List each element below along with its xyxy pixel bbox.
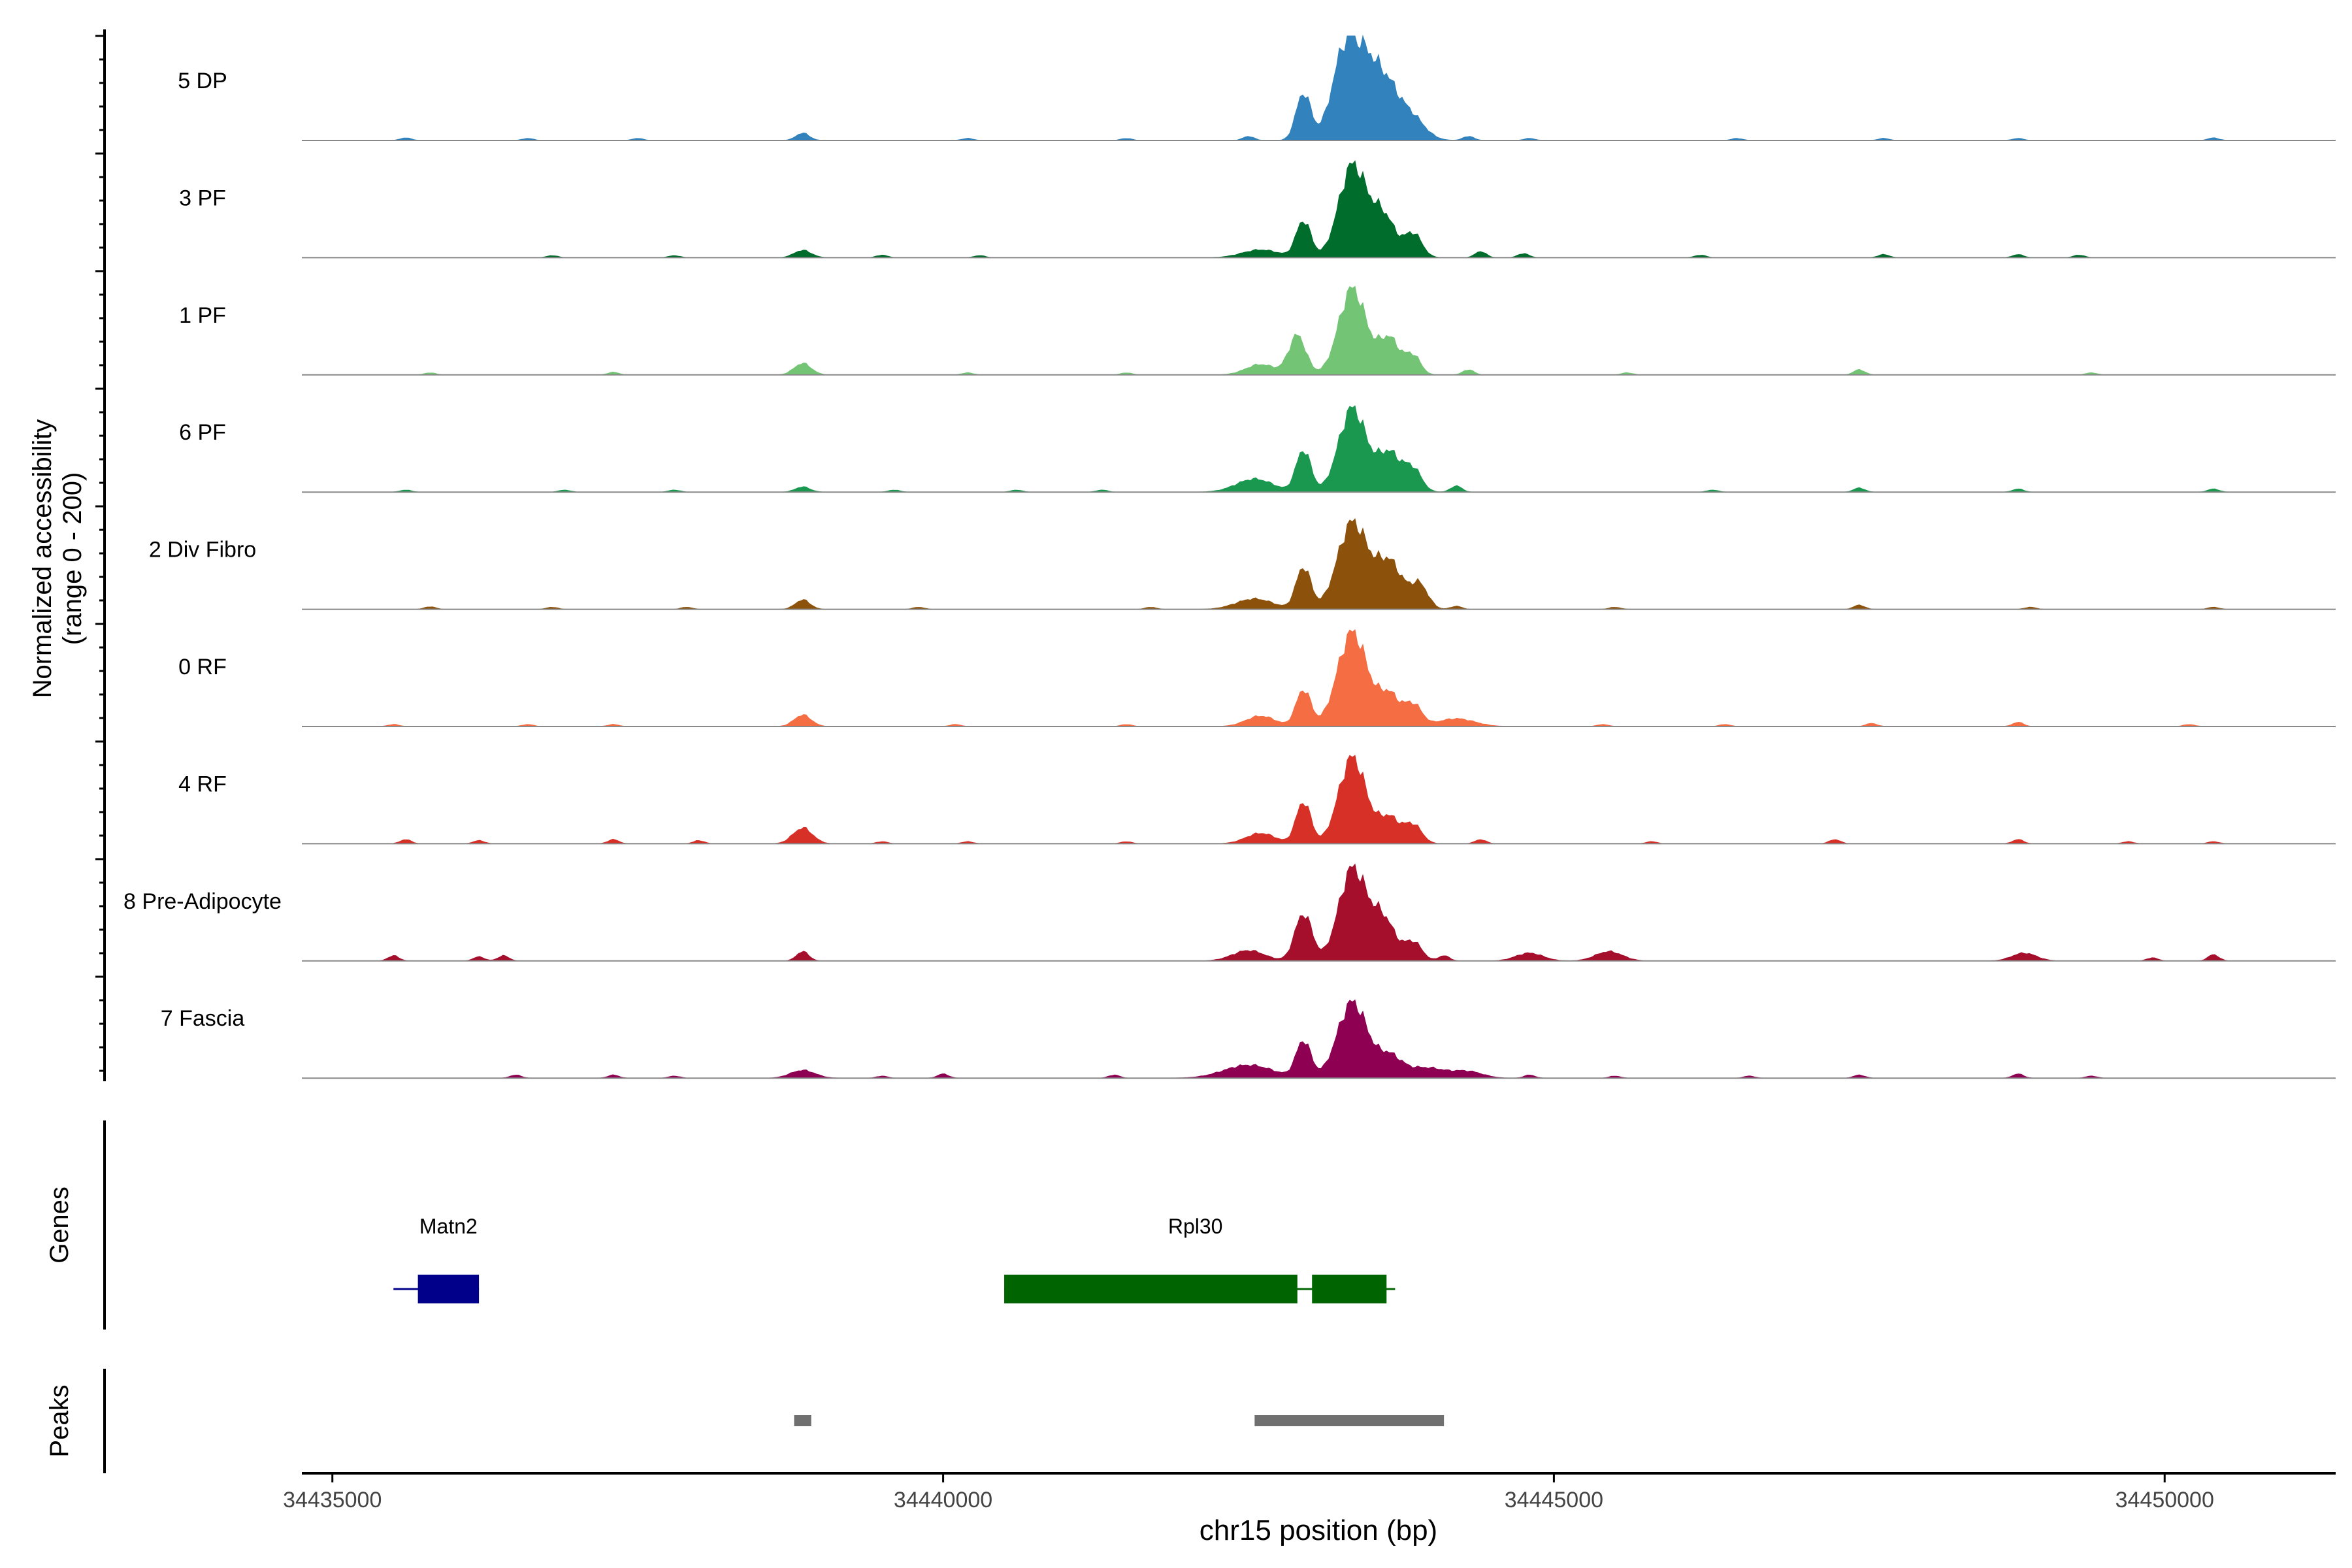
gene-models: Matn2 Rpl30 (393, 1215, 1396, 1303)
y-axis-label-line2: (range 0 - 200) (58, 472, 87, 645)
coverage-track: 7 Fascia (161, 999, 2336, 1079)
gene-exon (1004, 1275, 1298, 1303)
coverage-track: 1 PF (179, 286, 2336, 376)
coverage-track: 2 Div Fibro (149, 518, 2336, 610)
coverage-track: 6 PF (179, 405, 2336, 493)
gene-label: Rpl30 (1168, 1215, 1223, 1238)
track-label: 3 PF (179, 186, 226, 210)
genes-panel-title: Genes (45, 1186, 74, 1264)
track-label: 8 Pre-Adipocyte (123, 889, 282, 914)
peaks-panel-title: Peaks (45, 1384, 74, 1457)
peak-region-bar (794, 1415, 811, 1426)
track-label: 0 RF (178, 655, 227, 679)
coverage-track: 4 RF (178, 755, 2336, 845)
coverage-track: 0 RF (178, 629, 2336, 727)
coverage-track: 5 DP (178, 35, 2336, 141)
track-label: 6 PF (179, 420, 226, 445)
track-label: 7 Fascia (161, 1006, 245, 1031)
coverage-track: 3 PF (179, 160, 2336, 259)
x-axis-ticks: 34435000 34440000 34445000 34450000 (283, 1473, 2214, 1512)
coverage-tracks: 5 DP 3 PF 1 PF 6 PF 2 Div Fibro 0 RF 4 RF 8 Pre… (123, 35, 2336, 1079)
track-label: 1 PF (179, 303, 226, 328)
peak-region-bar (1254, 1415, 1445, 1426)
genes-panel: Genes Matn2 Rpl30 (45, 1120, 1396, 1330)
coverage-axis-ticks (95, 35, 105, 1072)
coverage-panel: 5 DP 3 PF 1 PF 6 PF 2 Div Fibro 0 RF 4 RF 8 Pre… (28, 29, 2336, 1081)
peak-regions (794, 1415, 1445, 1426)
gene-label: Matn2 (419, 1215, 478, 1238)
gene-model: Matn2 (393, 1215, 480, 1303)
track-label: 2 Div Fibro (149, 538, 256, 563)
x-tick-label: 34445000 (1505, 1488, 1603, 1512)
gene-exon (1312, 1275, 1387, 1303)
y-axis-label-line1: Normalized accessibility (28, 419, 57, 698)
gene-exon (417, 1275, 480, 1303)
x-axis: 34435000 34440000 34445000 34450000 chr15 p… (283, 1472, 2336, 1546)
x-tick-label: 34450000 (2115, 1488, 2214, 1512)
peaks-panel: Peaks (45, 1369, 1445, 1473)
track-label: 5 DP (178, 69, 227, 93)
track-label: 4 RF (178, 772, 227, 796)
x-tick-label: 34435000 (283, 1488, 382, 1512)
coverage-track: 8 Pre-Adipocyte (123, 863, 2336, 962)
x-axis-label: chr15 position (bp) (1200, 1514, 1437, 1546)
gene-model: Rpl30 (1004, 1215, 1396, 1303)
x-tick-label: 34440000 (894, 1488, 992, 1512)
